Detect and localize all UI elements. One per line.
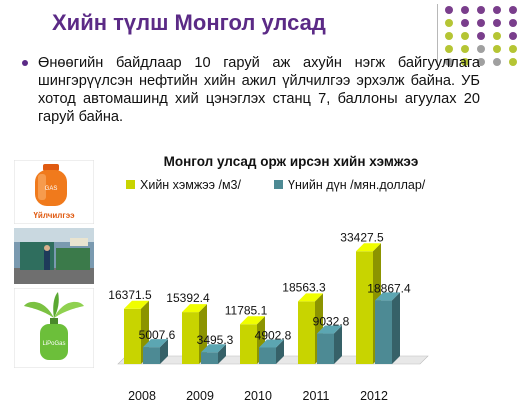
bar-front: [356, 251, 373, 364]
bar-top: [240, 316, 265, 325]
bar-side: [160, 339, 168, 364]
decorative-dot: [461, 32, 469, 40]
decorative-dot: [477, 19, 485, 27]
bar: [201, 344, 226, 364]
bar: [259, 339, 284, 364]
bar-top: [182, 304, 207, 313]
chart-bars: [124, 243, 400, 364]
data-label: 16371.5: [108, 288, 152, 302]
x-tick-label: 2012: [360, 389, 388, 403]
bar-top: [201, 344, 226, 353]
bullet-item: Өнөөгийн байдлаар 10 гаруй аж ахуйн нэгж…: [22, 54, 480, 126]
bar-front: [124, 308, 141, 364]
x-tick-label: 2010: [244, 389, 272, 403]
decorative-dot: [509, 32, 517, 40]
gas-cylinder-icon: GAS Үйлчилгээ: [14, 160, 94, 224]
title-divider: [437, 4, 438, 64]
green-tank-caption: LiPoGas: [42, 341, 65, 347]
decorative-dot: [509, 45, 517, 53]
green-tank-icon: LiPoGas: [14, 288, 94, 368]
legend-label: Үнийн дүн /мян.доллар/: [288, 178, 426, 192]
data-label: 18563.3: [282, 280, 326, 294]
bar-top: [356, 243, 381, 252]
bar: [143, 339, 168, 364]
bar-side: [334, 325, 342, 364]
data-label: 4902.8: [255, 328, 292, 342]
bar-side: [276, 339, 284, 364]
x-tick-label: 2011: [303, 389, 330, 403]
bar-side: [392, 292, 400, 364]
bar-front: [259, 347, 276, 364]
decorative-dot: [493, 45, 501, 53]
data-label: 5007.6: [139, 328, 176, 342]
data-label: 11785.1: [225, 303, 268, 317]
bar: [375, 292, 400, 364]
bar-top: [124, 300, 149, 309]
data-label: 15392.4: [166, 291, 210, 305]
bar-front: [317, 333, 334, 364]
chart-x-axis: 2008 2009 2010 2011 2012: [128, 389, 388, 403]
decorative-dot: [509, 58, 517, 66]
decorative-dot: [445, 45, 453, 53]
bar-chart: Монгол улсад орж ирсэн хийн хэмжээ Хийн …: [108, 154, 429, 403]
bullet-text: Өнөөгийн байдлаар 10 гаруй аж ахуйн нэгж…: [38, 55, 480, 125]
bar-top: [298, 293, 323, 302]
bar-top: [317, 325, 342, 334]
decorative-dot: [461, 45, 469, 53]
decorative-dot: [477, 6, 485, 14]
decorative-dot: [445, 58, 453, 66]
decorative-dot: [445, 32, 453, 40]
legend-swatch: [126, 180, 135, 189]
bar-top: [375, 292, 400, 301]
legend-swatch: [274, 180, 283, 189]
bullet-dot-icon: [22, 60, 28, 66]
decorative-dot: [477, 58, 485, 66]
data-label: 18867.4: [367, 281, 411, 295]
x-tick-label: 2009: [186, 389, 214, 403]
bar-front: [182, 312, 199, 364]
bar-top: [259, 339, 284, 348]
chart-data-labels: 16371.5 5007.6 15392.4 3495.3 11785.1 4902.8 1…: [108, 230, 411, 347]
slide-title: Хийн түлш Монгол улсад: [52, 10, 326, 35]
decorative-dot: [493, 19, 501, 27]
decorative-dot: [509, 19, 517, 27]
bar-front: [240, 324, 257, 364]
decorative-dot: [445, 19, 453, 27]
decorative-dot: [493, 58, 501, 66]
cylinder-caption: Үйлчилгээ: [33, 211, 75, 220]
decorative-dot-grid: [439, 2, 529, 72]
svg-text:GAS: GAS: [45, 186, 58, 192]
decorative-dot: [493, 32, 501, 40]
bar-side: [218, 344, 226, 364]
decorative-dot: [493, 6, 501, 14]
decorative-dot: [445, 6, 453, 14]
decorative-dot: [461, 19, 469, 27]
data-label: 3495.3: [197, 333, 234, 347]
decorative-dot: [477, 45, 485, 53]
bar-front: [143, 347, 160, 364]
bar-front: [298, 301, 315, 364]
bar-front: [375, 300, 392, 364]
bar-top: [143, 339, 168, 348]
decorative-dot: [509, 6, 517, 14]
bar: [317, 325, 342, 364]
gas-station-photo: [14, 228, 94, 284]
chart-title: Монгол улсад орж ирсэн хийн хэмжээ: [164, 154, 419, 169]
bar-front: [201, 352, 218, 364]
legend-label: Хийн хэмжээ /м3/: [140, 178, 242, 192]
decorative-dot: [477, 32, 485, 40]
x-tick-label: 2008: [128, 389, 156, 403]
chart-legend: Хийн хэмжээ /м3/Үнийн дүн /мян.доллар/: [126, 178, 426, 192]
data-label: 33427.5: [340, 230, 384, 244]
decorative-dot: [461, 58, 469, 66]
data-label: 9032.8: [313, 315, 350, 329]
decorative-dot: [461, 6, 469, 14]
